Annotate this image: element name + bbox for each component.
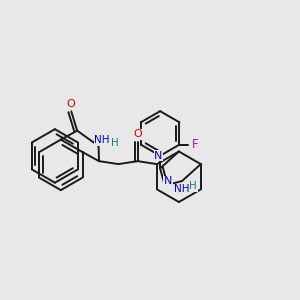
Text: N: N: [154, 151, 163, 161]
Text: N: N: [164, 176, 172, 186]
Text: H: H: [111, 138, 119, 148]
Text: H: H: [189, 182, 197, 191]
Text: O: O: [133, 129, 142, 140]
Text: NH: NH: [174, 184, 190, 194]
Text: F: F: [192, 138, 198, 151]
Text: NH: NH: [94, 135, 110, 145]
Text: O: O: [67, 99, 76, 109]
